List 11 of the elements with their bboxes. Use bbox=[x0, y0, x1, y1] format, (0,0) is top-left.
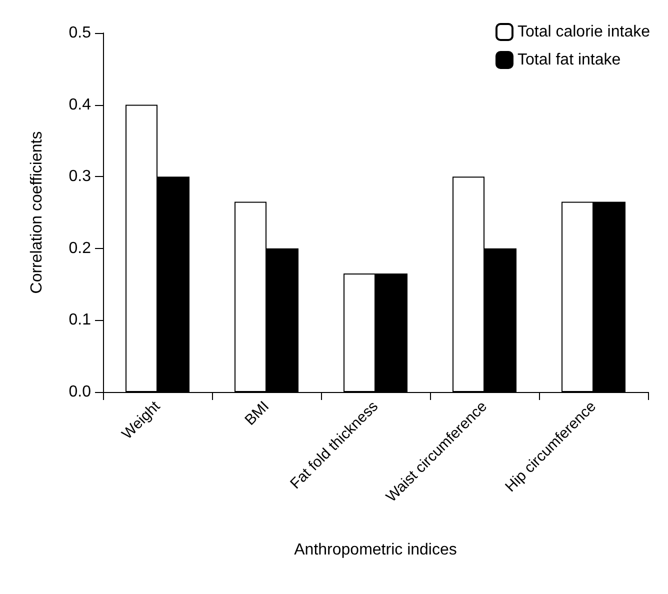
text: 0.0 bbox=[68, 384, 91, 400]
y-tick-label: 0.3 bbox=[68, 168, 92, 186]
legend-label: Total calorie intake bbox=[517, 24, 650, 40]
y-tick-label: 0.4 bbox=[68, 96, 92, 114]
y-tick-label: 0.2 bbox=[68, 240, 92, 257]
y-tick-label: 0.1 bbox=[68, 312, 92, 329]
y-tick-label: 0.5 bbox=[68, 24, 92, 42]
y-axis-title: Correlation coefficients bbox=[28, 131, 46, 294]
legend-label: Total fat intake bbox=[517, 52, 621, 68]
x-axis-title: Anthropometric indices bbox=[294, 542, 457, 558]
x-tick-label: BMI bbox=[242, 398, 273, 429]
